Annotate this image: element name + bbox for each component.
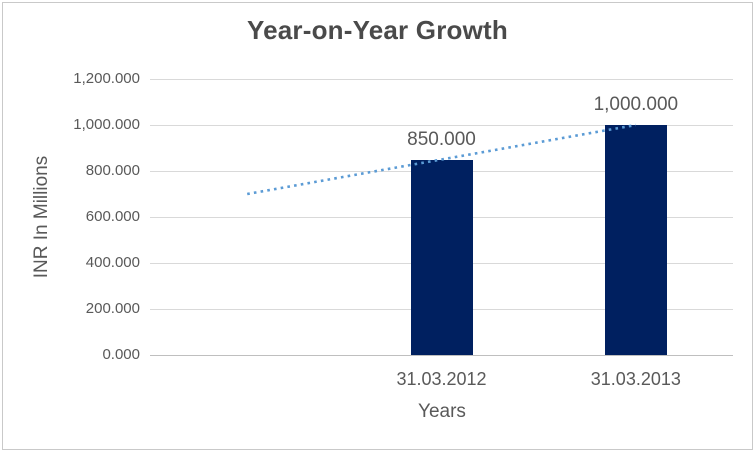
y-tick-label: 0.000 bbox=[102, 346, 140, 363]
x-tick-label: 31.03.2012 bbox=[396, 369, 487, 389]
y-tick-label: 1,000.000 bbox=[73, 116, 140, 133]
x-axis-title: Years bbox=[418, 401, 466, 422]
bar-31.03.2012 bbox=[410, 159, 473, 355]
y-tick-label: 400.000 bbox=[85, 254, 140, 271]
y-tick-label: 800.000 bbox=[85, 162, 140, 179]
y-tick-label: 600.000 bbox=[85, 208, 140, 225]
data-label: 1,000.000 bbox=[593, 94, 679, 115]
gridline bbox=[150, 78, 733, 80]
y-tick-label: 200.000 bbox=[85, 300, 140, 317]
trendline bbox=[246, 123, 637, 196]
plot-area bbox=[150, 78, 733, 356]
y-tick-label: 1,200.000 bbox=[73, 70, 140, 87]
chart-title: Year-on-Year Growth bbox=[247, 15, 508, 45]
bar-31.03.2013 bbox=[604, 125, 667, 355]
x-tick-label: 31.03.2013 bbox=[590, 369, 681, 389]
gridline bbox=[150, 124, 733, 126]
trendline-path bbox=[246, 123, 637, 196]
data-label: 850.000 bbox=[407, 128, 476, 150]
